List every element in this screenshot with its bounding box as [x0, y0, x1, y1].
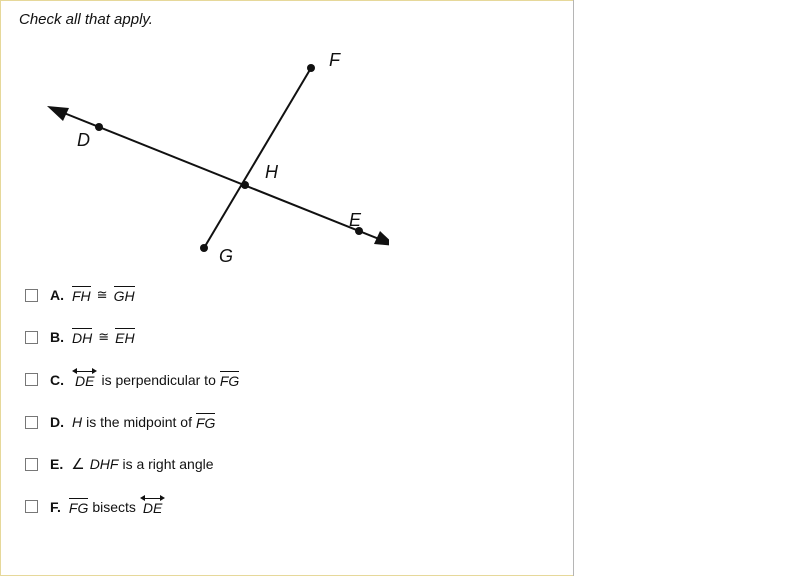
- option-letter: F.: [50, 499, 61, 515]
- checkbox-icon[interactable]: [25, 331, 38, 344]
- checkbox-icon[interactable]: [25, 458, 38, 471]
- geometry-diagram: D F H E G: [29, 36, 389, 276]
- option-letter: B.: [50, 329, 64, 345]
- label-F: F: [329, 50, 341, 70]
- option-letter: A.: [50, 287, 64, 303]
- label-H: H: [265, 162, 279, 182]
- options-list: A. FH ≅ GH B. DH ≅ EH C.: [19, 286, 561, 516]
- checkbox-icon[interactable]: [25, 500, 38, 513]
- option-B[interactable]: B. DH ≅ EH: [25, 328, 561, 346]
- option-D[interactable]: D. H is the midpoint of FG: [25, 413, 561, 431]
- prompt-text: Check all that apply.: [19, 11, 561, 28]
- option-letter: D.: [50, 414, 64, 430]
- option-text: DE is perpendicular to FG: [72, 370, 239, 389]
- label-D: D: [77, 130, 90, 150]
- label-E: E: [349, 210, 362, 230]
- option-text: FG bisects DE: [69, 497, 165, 516]
- option-text: DH ≅ EH: [72, 328, 135, 346]
- option-text: H is the midpoint of FG: [72, 413, 215, 431]
- option-E[interactable]: E. ∠DHF is a right angle: [25, 455, 561, 473]
- right-panel: [574, 0, 800, 576]
- question-panel: Check all that apply. D F H E: [0, 0, 573, 576]
- label-G: G: [219, 246, 233, 266]
- option-text: ∠DHF is a right angle: [71, 455, 213, 473]
- checkbox-icon[interactable]: [25, 373, 38, 386]
- checkbox-icon[interactable]: [25, 289, 38, 302]
- option-C[interactable]: C. DE is perpendicular to FG: [25, 370, 561, 389]
- option-letter: C.: [50, 372, 64, 388]
- checkbox-icon[interactable]: [25, 416, 38, 429]
- option-A[interactable]: A. FH ≅ GH: [25, 286, 561, 304]
- option-letter: E.: [50, 456, 63, 472]
- option-text: FH ≅ GH: [72, 286, 135, 304]
- page: Check all that apply. D F H E: [0, 0, 800, 576]
- option-F[interactable]: F. FG bisects DE: [25, 497, 561, 516]
